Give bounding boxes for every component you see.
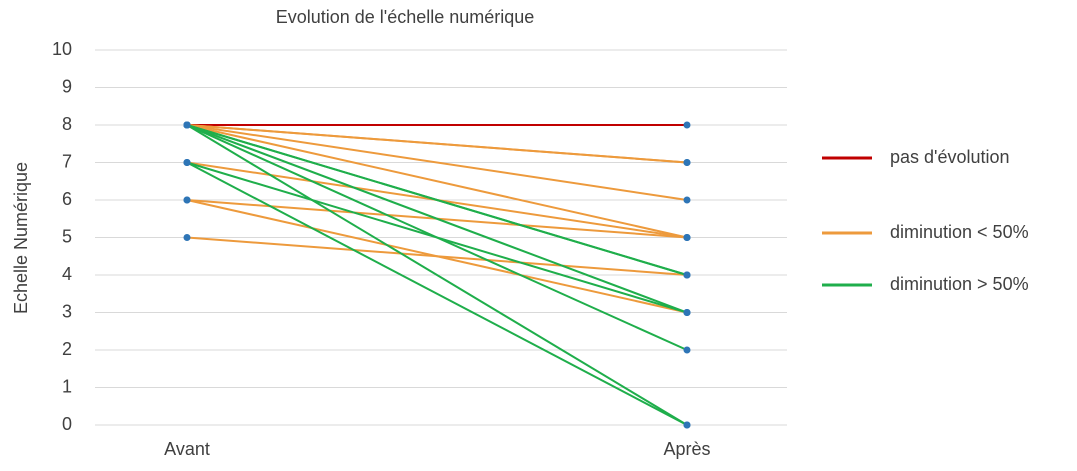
- legend-label: diminution < 50%: [890, 222, 1029, 242]
- legend-label: pas d'évolution: [890, 147, 1010, 167]
- y-tick-label: 3: [62, 301, 72, 321]
- y-tick-label: 5: [62, 226, 72, 246]
- y-tick-label: 6: [62, 189, 72, 209]
- point: [683, 346, 691, 354]
- y-tick-label: 7: [62, 151, 72, 171]
- point: [683, 421, 691, 429]
- point: [683, 234, 691, 241]
- legend-label: diminution > 50%: [890, 274, 1029, 294]
- slope-line: [186, 161, 688, 426]
- point: [683, 196, 691, 204]
- point: [183, 234, 191, 241]
- x-tick-label: Après: [663, 439, 710, 459]
- x-tick-label: Avant: [164, 439, 210, 459]
- slope-line: [186, 124, 688, 201]
- slope-line: [186, 124, 688, 314]
- chart-title: Evolution de l'échelle numérique: [276, 7, 535, 27]
- y-tick-label: 9: [62, 76, 72, 96]
- slope-line: [186, 124, 688, 164]
- y-tick-label: 4: [62, 264, 72, 284]
- y-tick-label: 2: [62, 339, 72, 359]
- slope-line: [186, 124, 688, 276]
- point: [683, 159, 691, 166]
- slope-line: [186, 124, 688, 239]
- y-tick-label: 8: [62, 114, 72, 134]
- slope-line: [186, 124, 688, 426]
- slope-line: [186, 236, 688, 276]
- point: [183, 121, 191, 129]
- y-tick-label: 10: [52, 39, 72, 59]
- point: [183, 196, 191, 204]
- slope-line: [186, 161, 688, 314]
- point: [683, 121, 691, 129]
- y-tick-label: 1: [62, 376, 72, 396]
- point: [683, 309, 691, 316]
- y-axis-label: Echelle Numérique: [11, 162, 31, 314]
- point: [183, 159, 191, 166]
- y-tick-label: 0: [62, 414, 72, 434]
- point: [683, 271, 691, 279]
